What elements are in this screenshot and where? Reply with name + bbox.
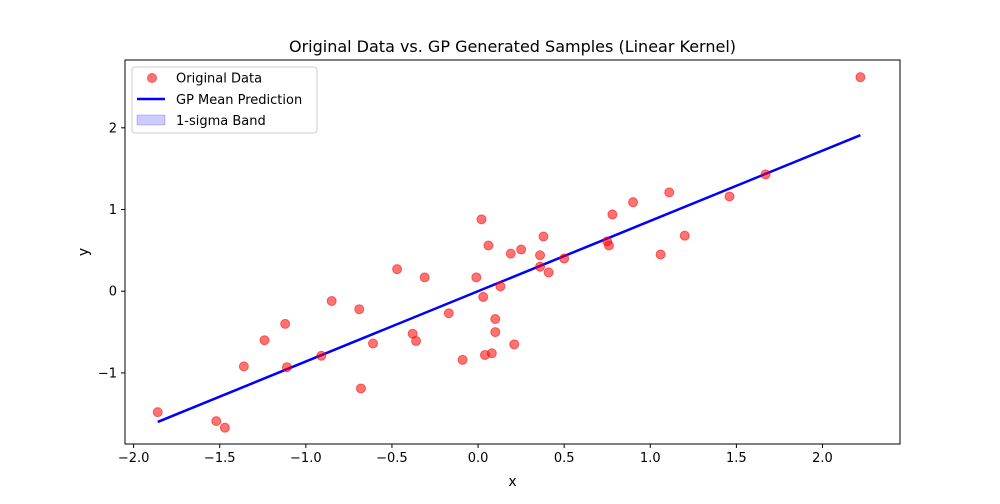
data-point (443, 308, 454, 319)
x-tick-label: 1.0 (640, 451, 661, 466)
x-tick-label: 0.5 (554, 451, 575, 466)
legend-box (131, 66, 318, 134)
data-point (495, 281, 506, 292)
x-tick-label: −2.0 (118, 451, 150, 466)
gp-mean-line (157, 134, 861, 424)
data-point (211, 416, 222, 427)
legend-label-original-data: Original Data (176, 72, 262, 87)
plot-marks (152, 72, 866, 433)
data-point (259, 335, 270, 346)
data-point (281, 362, 292, 373)
data-point (457, 354, 468, 365)
data-point (280, 318, 291, 329)
data-point (490, 313, 501, 324)
data-point (355, 383, 366, 394)
data-point (483, 240, 494, 251)
data-point (607, 209, 618, 220)
x-axis-label: x (508, 474, 516, 490)
data-point (543, 267, 554, 278)
data-point (538, 231, 549, 242)
x-tick-label: −0.5 (376, 451, 408, 466)
data-point (664, 187, 675, 198)
data-point (724, 191, 735, 202)
data-point (392, 264, 403, 275)
data-point (509, 339, 520, 350)
data-point (760, 169, 771, 180)
data-point (354, 304, 365, 315)
data-point (628, 197, 639, 208)
x-axis: −2.0 −1.5 −1.0 −0.5 0.0 0.5 1.0 1.5 2.0 (118, 444, 833, 466)
x-tick-label: −1.5 (204, 451, 236, 466)
y-axis: −1 0 1 2 (98, 121, 125, 381)
data-point (478, 291, 489, 302)
data-point (490, 327, 501, 338)
data-point (238, 361, 249, 372)
legend: Original Data GP Mean Prediction 1-sigma… (131, 66, 318, 134)
y-tick-label: −1 (98, 366, 117, 381)
data-point (471, 272, 482, 283)
data-point (535, 261, 546, 272)
x-tick-label: 2.0 (812, 451, 833, 466)
y-axis-label: y (76, 248, 92, 256)
y-tick-label: 2 (109, 121, 117, 136)
data-point (368, 338, 378, 349)
legend-label-gp-mean: GP Mean Prediction (176, 93, 302, 108)
data-point (505, 248, 516, 259)
x-tick-label: 0.0 (468, 451, 489, 466)
legend-marker-original-data (147, 73, 157, 83)
data-point (326, 296, 337, 307)
legend-patch-sigma-band (136, 114, 166, 126)
data-point (419, 272, 430, 283)
data-point (486, 348, 497, 359)
data-point (535, 250, 546, 261)
chart-title: Original Data vs. GP Generated Samples (… (289, 37, 736, 56)
data-point (679, 230, 690, 241)
data-point (411, 336, 422, 347)
data-point (476, 214, 487, 225)
x-tick-label: −1.0 (290, 451, 322, 466)
data-point (655, 249, 666, 260)
data-point (316, 350, 327, 361)
legend-label-sigma-band: 1-sigma Band (176, 114, 266, 129)
data-point (516, 244, 527, 255)
data-point (152, 407, 163, 418)
data-point (559, 253, 570, 264)
data-point (603, 240, 614, 251)
plot-frame (124, 59, 901, 445)
y-tick-label: 1 (109, 203, 117, 218)
y-tick-label: 0 (109, 285, 117, 300)
x-tick-label: 1.5 (726, 451, 747, 466)
data-point (219, 422, 230, 433)
data-point (855, 72, 866, 83)
